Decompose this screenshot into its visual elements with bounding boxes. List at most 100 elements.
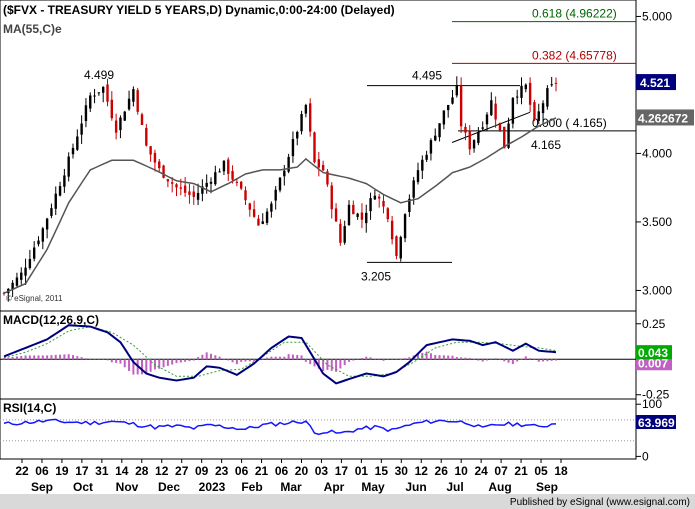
candle-body: [304, 105, 308, 114]
candle-body: [89, 95, 92, 109]
candle-body: [37, 240, 40, 245]
candle-body: [403, 214, 407, 239]
last-price-box: [636, 74, 676, 91]
candle-body: [533, 102, 536, 120]
candle-body: [45, 218, 49, 230]
candle-body: [41, 228, 45, 242]
candle-body: [248, 203, 252, 210]
macd-histogram-bar: [503, 359, 506, 362]
candle-body: [153, 152, 157, 163]
macd-histogram-bar: [378, 359, 381, 360]
candle-body: [429, 140, 433, 154]
macd-histogram-bar: [218, 356, 221, 360]
candle-body: [84, 105, 88, 122]
candle-body: [481, 127, 484, 129]
candle-body: [235, 181, 239, 183]
ma-value-box: [636, 109, 694, 126]
macd-histogram-bar: [490, 359, 493, 360]
macd-histogram-bar: [537, 359, 540, 362]
macd-histogram-bar: [404, 358, 407, 360]
candle-body: [373, 195, 377, 200]
candle-body: [511, 97, 515, 124]
macd-histogram-bar: [50, 355, 53, 360]
macd-histogram-bar: [184, 359, 187, 362]
candle-body: [334, 208, 338, 222]
candle-body: [296, 131, 299, 139]
rsi-tick-label: 100: [642, 397, 662, 411]
candle-body: [11, 282, 14, 290]
candle-body: [451, 97, 454, 104]
candlestick-series: [2, 76, 558, 302]
macd-histogram-bar: [365, 356, 368, 360]
macd-value: 0.043: [638, 346, 668, 360]
x-tick-label-month: Oct: [73, 480, 93, 494]
candle-body: [20, 272, 23, 280]
x-tick-label-day: 03: [315, 464, 329, 478]
macd-histogram-bar: [166, 359, 169, 366]
candle-body: [455, 85, 459, 96]
candle-body: [166, 179, 170, 182]
candle-body: [546, 88, 549, 107]
candle-body: [205, 182, 208, 187]
candle-body: [434, 135, 437, 141]
macd-histogram-bar: [231, 359, 234, 363]
candle-body: [537, 111, 540, 121]
watermark: © eSignal, 2011: [6, 294, 63, 303]
macd-histogram-bar: [348, 359, 350, 362]
candle-body: [554, 82, 558, 84]
macd-histogram-bar: [179, 359, 182, 363]
candle-body: [54, 193, 57, 209]
macd-histogram-bar: [54, 354, 57, 360]
x-tick-label-day: 26: [435, 464, 449, 478]
candle-body: [550, 84, 553, 86]
price-tick-label: 3.000: [642, 283, 672, 297]
macd-histogram-bar: [261, 358, 264, 360]
candle-body: [498, 122, 502, 131]
candle-body: [50, 208, 53, 216]
candle-body: [218, 171, 221, 173]
candle-body: [356, 213, 359, 217]
candle-body: [145, 127, 148, 146]
x-tick-label-day: 23: [215, 464, 229, 478]
x-tick-label-month: 2023: [199, 480, 226, 494]
macd-histogram-bar: [248, 359, 251, 362]
macd-histogram-bar: [205, 352, 208, 360]
macd-histogram-bar: [266, 357, 269, 360]
rsi-value: 63.969: [638, 416, 675, 430]
price-annotations: 4.499 4.495 3.205 4.165: [84, 68, 561, 283]
price-panel: [0, 0, 637, 312]
macd-histogram-bar: [296, 355, 299, 360]
macd-histogram-bar: [352, 359, 355, 361]
x-tick-label-day: 22: [15, 464, 29, 478]
x-tick-label-day: 09: [195, 464, 209, 478]
moving-average-line: [3, 117, 557, 294]
candle-body: [140, 114, 144, 126]
macd-histogram-bar: [455, 357, 458, 360]
axes: 5.0004.5004.0003.5003.0004.5214.2626720.…: [15, 9, 694, 494]
candle-body: [330, 185, 333, 210]
macd-histogram-bar: [123, 359, 126, 368]
x-tick-label-day: 28: [135, 464, 149, 478]
macd-histogram-bar: [201, 354, 204, 360]
macd-histogram-bar: [343, 359, 346, 366]
candle-body: [507, 123, 510, 148]
candle-body: [343, 226, 346, 243]
macd-histogram-bar: [511, 359, 514, 365]
candle-body: [136, 90, 139, 112]
macd-histogram-bar: [197, 357, 200, 360]
macd-histogram-bar: [227, 359, 230, 361]
macd-histogram-bar: [119, 359, 122, 364]
candle-body: [93, 95, 96, 97]
macd-histogram-bar: [516, 359, 519, 362]
macd-histogram-bar: [270, 356, 273, 360]
macd-histogram-bar: [481, 359, 484, 362]
candle-body: [101, 86, 105, 93]
macd-histogram-bar: [408, 357, 411, 360]
macd-histogram-bar: [89, 359, 92, 360]
macd-histogram-bar: [524, 356, 527, 360]
last-price-value: 4.521: [640, 76, 670, 90]
macd-histogram-bar: [313, 359, 316, 367]
macd-histogram-bar: [3, 357, 5, 360]
candle-body: [214, 172, 217, 185]
candle-body: [239, 181, 243, 189]
